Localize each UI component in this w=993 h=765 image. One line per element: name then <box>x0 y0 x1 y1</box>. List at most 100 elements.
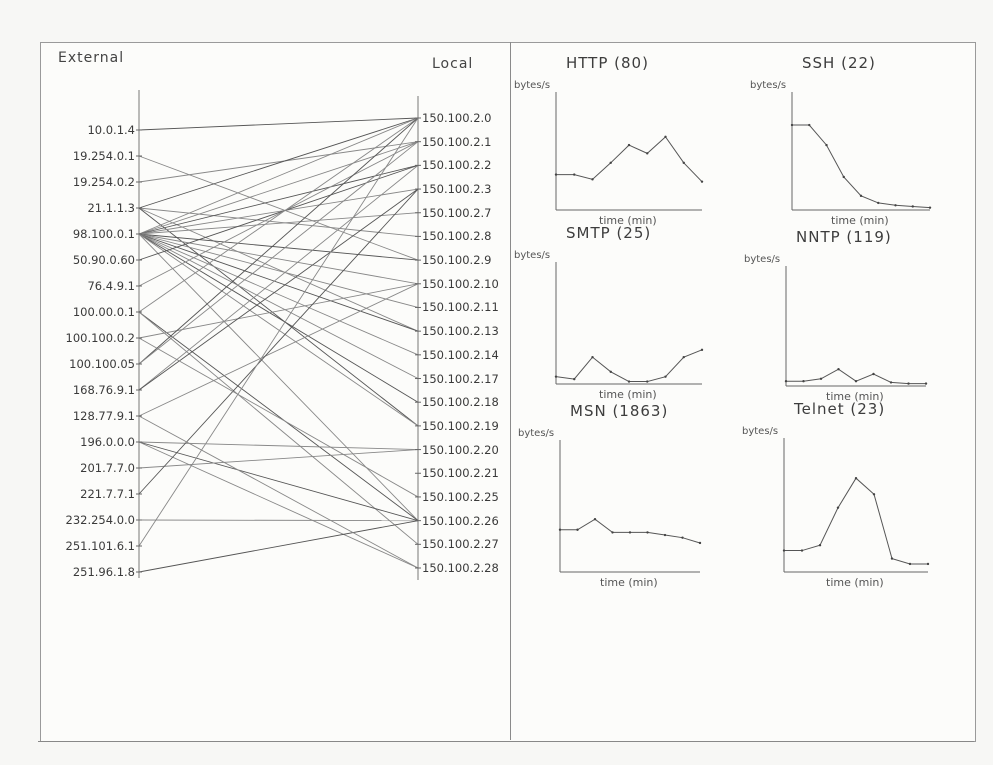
external-axis-title: External <box>58 50 125 66</box>
local-ip-label: 150.100.2.1 <box>422 134 492 149</box>
external-ip-label: 10.0.1.4 <box>87 123 135 137</box>
chart-point <box>854 380 858 383</box>
external-ip-label: 19.254.0.2 <box>72 175 135 189</box>
chart-point <box>872 372 875 376</box>
connection-line <box>138 283 419 339</box>
local-ip-label: 150.100.2.20 <box>422 442 499 457</box>
connection-line <box>138 233 419 521</box>
chart-point <box>573 377 576 381</box>
chart-point <box>907 382 910 385</box>
chart-point <box>818 544 822 547</box>
connection-line <box>138 141 419 287</box>
chart-x-label: time (min) <box>826 576 884 589</box>
connection-line <box>138 117 419 365</box>
chart-point <box>854 477 858 480</box>
external-ip-label: 251.96.1.8 <box>72 565 135 579</box>
connection-line <box>138 164 419 261</box>
external-ip-label: 168.76.9.1 <box>72 383 135 397</box>
external-ip-label: 221.7.7.1 <box>80 487 135 501</box>
local-ip-label: 150.100.2.7 <box>422 205 492 220</box>
connection-line <box>138 117 419 313</box>
chart-point <box>628 531 632 534</box>
local-ip-label: 150.100.2.8 <box>422 229 492 244</box>
chart-point <box>825 143 828 147</box>
connection-line <box>138 117 419 131</box>
chart-title: NNTP (119) <box>796 228 892 246</box>
chart-series-line <box>555 349 703 383</box>
chart-y-label: bytes/s <box>514 80 551 91</box>
chart-point <box>609 161 612 164</box>
chart-title: MSN (1863) <box>570 402 669 420</box>
external-ip-label: 100.00.0.1 <box>72 305 135 319</box>
chart-point <box>924 382 928 385</box>
panel-divider <box>510 42 511 740</box>
chart-point <box>837 368 840 371</box>
connection-line <box>138 520 419 573</box>
chart-title: SMTP (25) <box>566 224 652 242</box>
chart-point <box>894 204 897 207</box>
local-ip-label: 150.100.2.18 <box>422 395 499 410</box>
chart-point <box>611 531 614 534</box>
chart-point <box>663 533 667 537</box>
connection-line <box>138 207 419 237</box>
chart-x-label: time (min) <box>826 390 884 403</box>
chart-point <box>646 380 649 383</box>
connection-line <box>138 141 419 365</box>
connection-line <box>138 441 419 569</box>
chart-point <box>908 562 912 566</box>
local-ip-label: 150.100.2.21 <box>422 466 499 481</box>
connection-line <box>138 415 419 569</box>
chart-point <box>591 178 594 181</box>
connection-line <box>138 155 419 261</box>
local-ip-label: 150.100.2.9 <box>422 253 492 268</box>
external-ip-label: 50.90.0.60 <box>72 253 135 267</box>
connection-line <box>138 311 419 545</box>
chart-point <box>698 541 702 545</box>
chart-point <box>682 161 685 164</box>
chart-point <box>802 380 805 383</box>
connection-line <box>138 449 419 469</box>
local-ip-label: 150.100.2.11 <box>422 300 499 315</box>
local-ip-label: 150.100.2.27 <box>422 537 499 552</box>
chart-y-label: bytes/s <box>742 426 779 437</box>
external-ip-label: 100.100.05 <box>69 357 135 371</box>
traffic-chart <box>782 438 930 573</box>
chart-point <box>664 135 667 139</box>
chart-point <box>782 549 786 552</box>
chart-title: Telnet (23) <box>794 400 886 418</box>
connection-line <box>138 188 419 235</box>
chart-series-line <box>560 518 701 544</box>
local-ip-label: 150.100.2.17 <box>422 371 499 386</box>
chart-point <box>664 375 667 378</box>
traffic-chart <box>554 92 704 211</box>
connection-line <box>138 141 419 235</box>
chart-point <box>593 518 597 521</box>
chart-point <box>926 562 930 566</box>
chart-point <box>682 355 685 359</box>
chart-point <box>576 528 579 531</box>
chart-point <box>808 123 811 127</box>
chart-point <box>646 531 649 534</box>
chart-point <box>784 380 788 383</box>
connection-line <box>138 233 419 261</box>
chart-x-label: time (min) <box>599 214 657 227</box>
external-ip-label: 19.254.0.1 <box>72 149 135 163</box>
chart-title: SSH (22) <box>802 54 876 72</box>
chart-point <box>842 175 845 179</box>
chart-point <box>627 380 631 383</box>
connection-line <box>138 519 419 522</box>
chart-series-line <box>556 136 703 183</box>
chart-point <box>800 549 804 552</box>
connection-line <box>138 233 419 285</box>
local-ip-label: 150.100.2.28 <box>422 561 499 575</box>
external-ip-label: 98.100.0.1 <box>72 227 135 241</box>
chart-point <box>573 173 576 176</box>
local-axis-title: Local <box>432 56 474 72</box>
connection-line <box>138 283 419 417</box>
external-ip-label: 201.7.7.0 <box>80 461 135 475</box>
chart-series-line <box>784 477 928 565</box>
sketch-frame <box>40 42 976 742</box>
chart-point <box>877 201 880 205</box>
chart-y-label: bytes/s <box>518 428 555 439</box>
connection-line <box>138 188 419 391</box>
